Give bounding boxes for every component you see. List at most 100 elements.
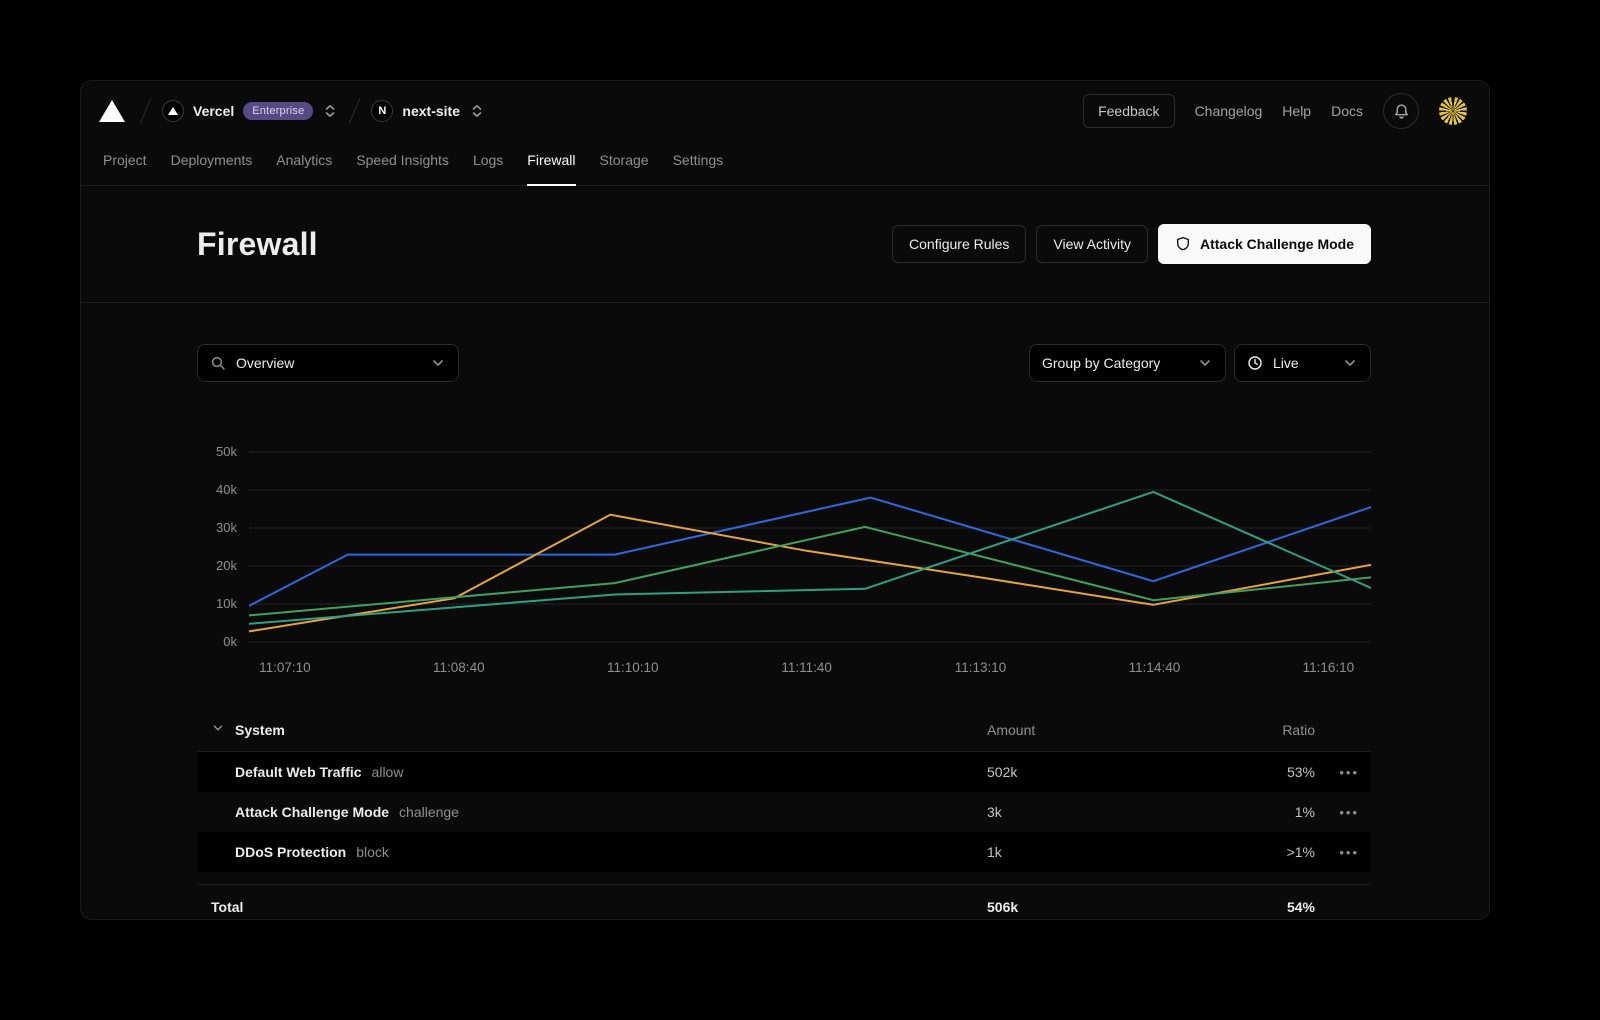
chevron-down-icon — [433, 360, 443, 366]
x-tick-label: 11:13:10 — [954, 660, 1007, 675]
top-bar: Vercel Enterprise N next-site Feedback C… — [81, 81, 1489, 135]
rule-ratio: 1% — [1294, 804, 1315, 820]
chevron-down-icon — [1200, 360, 1210, 366]
vercel-logo-icon[interactable] — [99, 100, 125, 122]
attack-challenge-mode-button[interactable]: Attack Challenge Mode — [1157, 224, 1371, 264]
team-avatar — [162, 100, 184, 122]
tab-logs[interactable]: Logs — [472, 152, 504, 168]
project-selector-icon[interactable] — [469, 103, 485, 119]
row-menu-button[interactable]: ••• — [1339, 844, 1359, 860]
breadcrumb-project[interactable]: N next-site — [371, 100, 485, 122]
top-bar-right: Feedback Changelog Help Docs — [1083, 93, 1467, 129]
x-tick-label: 11:16:10 — [1302, 660, 1355, 675]
breadcrumb-divider — [349, 97, 361, 125]
time-range-value: Live — [1273, 355, 1299, 371]
search-icon — [211, 356, 225, 370]
configure-rules-button[interactable]: Configure Rules — [892, 225, 1027, 263]
shield-icon — [1176, 236, 1189, 251]
x-tick-label: 11:10:10 — [606, 660, 659, 675]
rule-action: challenge — [399, 804, 459, 820]
project-name: next-site — [402, 103, 460, 119]
x-tick-label: 11:07:10 — [259, 660, 311, 675]
y-tick-label: 0k — [223, 634, 237, 649]
tab-firewall[interactable]: Firewall — [515, 135, 587, 186]
y-tick-label: 10k — [216, 596, 237, 611]
rule-amount: 3k — [987, 804, 1002, 820]
x-tick-label: 11:14:40 — [1128, 660, 1181, 675]
table-row-ddos-protection[interactable]: DDoS Protection block 1k >1% ••• — [197, 832, 1371, 872]
filter-row: Overview Group by Category Live — [197, 344, 1371, 382]
filters-right: Group by Category Live — [1029, 344, 1371, 382]
project-nav-tabs: Project Deployments Analytics Speed Insight… — [81, 135, 1489, 186]
column-header-ratio: Ratio — [1282, 721, 1315, 738]
row-menu-button[interactable]: ••• — [1339, 804, 1359, 820]
table-header-row: System Amount Ratio — [197, 708, 1371, 752]
feedback-button[interactable]: Feedback — [1083, 94, 1175, 128]
table-row-default-web-traffic[interactable]: Default Web Traffic allow 502k 53% ••• — [197, 752, 1371, 792]
rule-action: block — [356, 844, 389, 860]
table-row-attack-challenge-mode[interactable]: Attack Challenge Mode challenge 3k 1% ••• — [197, 792, 1371, 832]
group-by-select[interactable]: Group by Category — [1029, 344, 1226, 382]
rule-name: Attack Challenge Mode challenge — [235, 804, 459, 820]
chart-canvas — [249, 451, 1371, 643]
tab-storage[interactable]: Storage — [599, 152, 649, 168]
page-actions: Configure Rules View Activity Attack Cha… — [892, 224, 1371, 264]
rule-name: Default Web Traffic allow — [235, 764, 404, 780]
user-avatar[interactable] — [1439, 97, 1467, 125]
series-line-default-web-traffic-allow- — [249, 496, 1371, 607]
rule-name: DDoS Protection block — [235, 844, 389, 860]
chart-x-axis: 11:07:10 11:08:40 11:10:10 11:11:40 11:13:10… — [249, 660, 1371, 680]
time-range-select[interactable]: Live — [1234, 344, 1371, 382]
y-tick-label: 50k — [216, 444, 237, 459]
series-line-category-teal — [249, 490, 1371, 625]
traffic-chart: 50k 40k 30k 20k 10k 0k 11:07:10 11:08:40 11:10:… — [197, 444, 1371, 680]
plan-badge: Enterprise — [243, 102, 314, 120]
rule-amount: 502k — [987, 764, 1018, 780]
y-tick-label: 30k — [216, 520, 237, 535]
rule-ratio: >1% — [1286, 844, 1315, 860]
total-ratio: 54% — [1286, 898, 1315, 915]
team-name: Vercel — [193, 103, 235, 119]
page-title: Firewall — [197, 225, 318, 262]
total-amount: 506k — [987, 898, 1019, 915]
series-line-challenge-traffic — [249, 513, 1371, 633]
x-tick-label: 11:08:40 — [433, 660, 485, 675]
top-link-help[interactable]: Help — [1282, 103, 1312, 119]
breadcrumb-team[interactable]: Vercel Enterprise — [162, 100, 338, 122]
top-link-docs[interactable]: Docs — [1331, 103, 1363, 119]
top-link-changelog[interactable]: Changelog — [1194, 103, 1263, 119]
chevron-down-icon — [1345, 360, 1355, 366]
rule-ratio: 53% — [1286, 764, 1315, 780]
y-tick-label: 20k — [216, 558, 237, 573]
y-tick-label: 40k — [216, 482, 237, 497]
bell-icon — [1394, 103, 1408, 119]
tab-settings[interactable]: Settings — [672, 152, 724, 168]
column-header-amount: Amount — [987, 721, 1036, 738]
chart-plot-area — [249, 448, 1371, 644]
project-avatar: N — [371, 100, 394, 122]
tab-project[interactable]: Project — [103, 152, 147, 168]
table-total-row: Total 506k 54% — [197, 884, 1371, 919]
notifications-button[interactable] — [1383, 93, 1419, 129]
top-links: Changelog Help Docs — [1195, 103, 1363, 119]
rule-amount: 1k — [987, 844, 1002, 860]
page-header: Firewall Configure Rules View Activity A… — [81, 186, 1489, 303]
app-window: Vercel Enterprise N next-site Feedback C… — [80, 80, 1490, 920]
overview-select[interactable]: Overview — [197, 344, 459, 382]
group-collapse-icon[interactable] — [211, 721, 235, 738]
total-label: Total — [211, 898, 244, 915]
group-by-value: Group by Category — [1042, 355, 1161, 371]
table-body: Default Web Traffic allow 502k 53% ••• Attack… — [197, 752, 1371, 872]
tab-deployments[interactable]: Deployments — [170, 152, 253, 168]
tab-speed-insights[interactable]: Speed Insights — [356, 152, 449, 168]
row-menu-button[interactable]: ••• — [1339, 764, 1359, 780]
firewall-rules-table: System Amount Ratio Default Web Traffic a… — [197, 708, 1371, 919]
rule-action: allow — [371, 764, 404, 780]
group-label: System — [235, 721, 285, 738]
x-tick-label: 11:11:40 — [781, 660, 832, 675]
team-selector-icon[interactable] — [322, 103, 338, 119]
content-area: Overview Group by Category Live 50k 40k 30… — [81, 303, 1489, 919]
view-activity-button[interactable]: View Activity — [1036, 225, 1148, 263]
overview-select-value: Overview — [236, 355, 295, 371]
tab-analytics[interactable]: Analytics — [276, 152, 333, 168]
